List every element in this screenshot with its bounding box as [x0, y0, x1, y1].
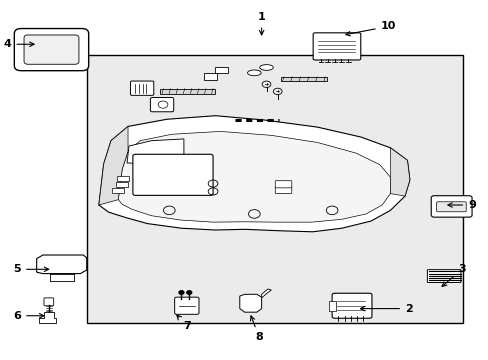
FancyBboxPatch shape: [159, 89, 215, 94]
Text: 5: 5: [14, 264, 49, 274]
FancyBboxPatch shape: [436, 202, 465, 212]
FancyBboxPatch shape: [331, 293, 371, 318]
FancyBboxPatch shape: [275, 181, 291, 188]
FancyBboxPatch shape: [112, 188, 124, 193]
FancyBboxPatch shape: [328, 301, 335, 311]
FancyBboxPatch shape: [130, 81, 153, 95]
FancyBboxPatch shape: [312, 33, 360, 60]
Polygon shape: [99, 116, 409, 232]
Text: 7: 7: [177, 315, 191, 332]
Polygon shape: [127, 139, 183, 164]
FancyBboxPatch shape: [117, 176, 129, 181]
Text: 8: 8: [250, 316, 263, 342]
FancyBboxPatch shape: [133, 154, 213, 195]
FancyBboxPatch shape: [14, 28, 88, 71]
FancyBboxPatch shape: [116, 182, 128, 187]
Text: 10: 10: [345, 21, 395, 36]
FancyBboxPatch shape: [203, 73, 217, 80]
Polygon shape: [37, 255, 86, 274]
Polygon shape: [118, 131, 389, 222]
Polygon shape: [39, 312, 56, 323]
Text: 9: 9: [447, 200, 475, 210]
Text: 1: 1: [257, 13, 265, 35]
Polygon shape: [239, 294, 261, 312]
FancyBboxPatch shape: [86, 55, 462, 323]
FancyBboxPatch shape: [150, 98, 173, 112]
FancyBboxPatch shape: [430, 196, 471, 217]
Circle shape: [186, 291, 191, 294]
Text: 4: 4: [3, 39, 34, 49]
Text: 6: 6: [13, 311, 44, 321]
Text: 3: 3: [441, 264, 465, 286]
FancyBboxPatch shape: [174, 297, 199, 314]
FancyBboxPatch shape: [275, 186, 291, 194]
Ellipse shape: [259, 64, 273, 70]
FancyBboxPatch shape: [427, 270, 460, 283]
Polygon shape: [261, 289, 271, 298]
FancyBboxPatch shape: [281, 77, 326, 81]
FancyBboxPatch shape: [44, 298, 54, 306]
FancyBboxPatch shape: [214, 67, 228, 73]
Ellipse shape: [247, 70, 261, 76]
Circle shape: [179, 291, 183, 294]
FancyBboxPatch shape: [24, 35, 79, 64]
Text: 2: 2: [360, 303, 412, 314]
Polygon shape: [389, 148, 409, 196]
Polygon shape: [99, 126, 128, 205]
